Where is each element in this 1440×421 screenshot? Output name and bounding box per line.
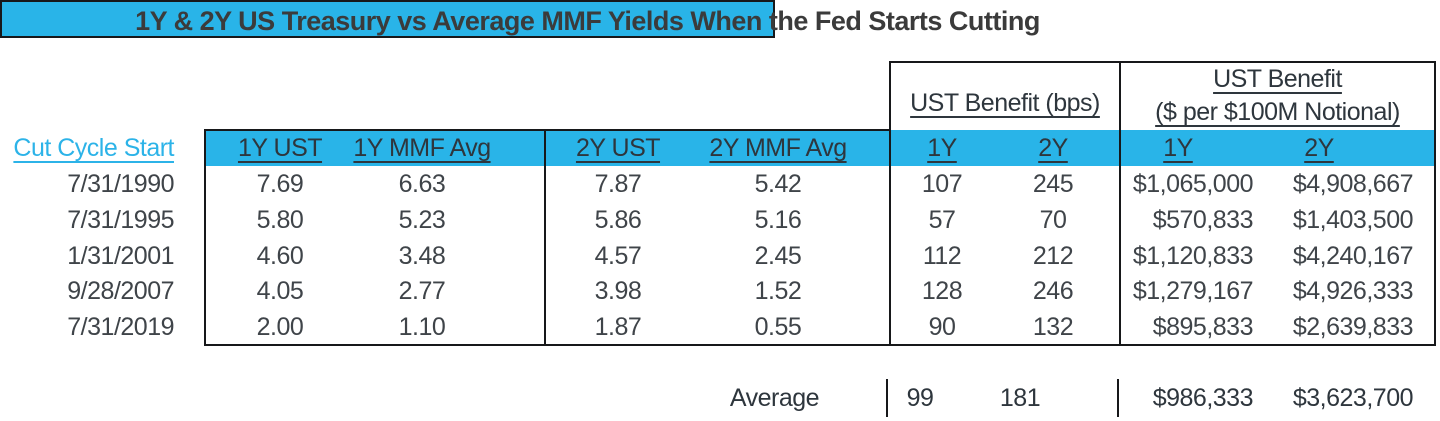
header-band-yields [206,131,889,166]
table-cell: 90 [928,313,956,341]
average-dollar-2y: $3,623,700 [1292,384,1414,412]
table-cell: $1,120,833 [1132,242,1254,270]
col-header-1y-ust: 1Y UST [237,134,323,162]
table-cell: $2,639,833 [1292,313,1414,341]
table-cell: 1.10 [398,313,446,341]
table-cell: 3.98 [594,277,642,305]
table-cell: 2.45 [754,242,802,270]
table-cell: 2.77 [398,277,446,305]
divider [1117,379,1119,417]
table-cell: 5.86 [594,206,642,234]
col-header-bps-1y: 1Y [927,134,957,162]
table-cell: $4,908,667 [1292,170,1414,198]
divider [544,129,546,346]
table-cell: $1,065,000 [1132,170,1254,198]
table-cell: 4.57 [594,242,642,270]
dollar-section-border [1119,61,1436,346]
table-cell: $1,403,500 [1292,206,1414,234]
table-cell: $895,833 [1152,313,1254,341]
col-header-2y-ust: 2Y UST [575,134,661,162]
table-cell: 1.52 [754,277,802,305]
table-cell: 128 [921,277,963,305]
table-cell: 7.69 [256,170,304,198]
table-cell: 5.42 [754,170,802,198]
table-cell: 3.48 [398,242,446,270]
page-title: 1Y & 2Y US Treasury vs Average MMF Yield… [135,6,1040,36]
table-cell: 9/28/2007 [67,277,174,305]
table-cell: 2.00 [256,313,304,341]
bps-section-title: UST Benefit (bps) [910,89,1100,117]
average-dollar-1y: $986,333 [1152,384,1254,412]
table-cell: 132 [1032,313,1074,341]
table-cell: 5.80 [256,206,304,234]
average-bps-1y: 99 [906,384,934,412]
table-cell: 7/31/2019 [67,313,174,341]
row-label-header: Cut Cycle Start [13,134,174,162]
table-cell: $1,279,167 [1132,277,1254,305]
average-bps-2y: 181 [999,384,1041,412]
average-label: Average [729,384,820,412]
table-cell: 57 [928,206,956,234]
table-cell: 6.63 [398,170,446,198]
col-header-1y-mmf-avg: 1Y MMF Avg [353,134,491,162]
table-cell: 4.60 [256,242,304,270]
table-cell: 112 [922,242,962,270]
col-header-dollar-1y: 1Y [1163,134,1193,162]
col-header-bps-2y: 2Y [1038,134,1068,162]
table-cell: 0.55 [754,313,802,341]
table-cell: 5.23 [398,206,446,234]
table-cell: 245 [1032,170,1074,198]
table-cell: $4,926,333 [1292,277,1414,305]
average-row [0,0,775,38]
table-cell: 7.87 [594,170,642,198]
table-cell: 1/31/2001 [67,242,174,270]
table-cell: 212 [1032,242,1074,270]
col-header-dollar-2y: 2Y [1304,134,1334,162]
dollar-section-title-line1: UST Benefit [1213,65,1342,93]
table-cell: 70 [1039,206,1067,234]
header-band-bps [891,130,1119,166]
dollar-section-title-line2: ($ per $100M Notional) [1155,98,1400,126]
divider [886,379,888,417]
table-cell: 7/31/1990 [67,170,174,198]
table-cell: 4.05 [256,277,304,305]
table-cell: 107 [921,170,963,198]
table-cell: 7/31/1995 [67,206,174,234]
table-cell: 246 [1032,277,1074,305]
header-band-dollar [1121,130,1434,166]
table-cell: 5.16 [754,206,802,234]
table-cell: $4,240,167 [1292,242,1414,270]
table-cell: $570,833 [1152,206,1254,234]
col-header-2y-mmf-avg: 2Y MMF Avg [709,134,847,162]
table-cell: 1.87 [594,313,642,341]
